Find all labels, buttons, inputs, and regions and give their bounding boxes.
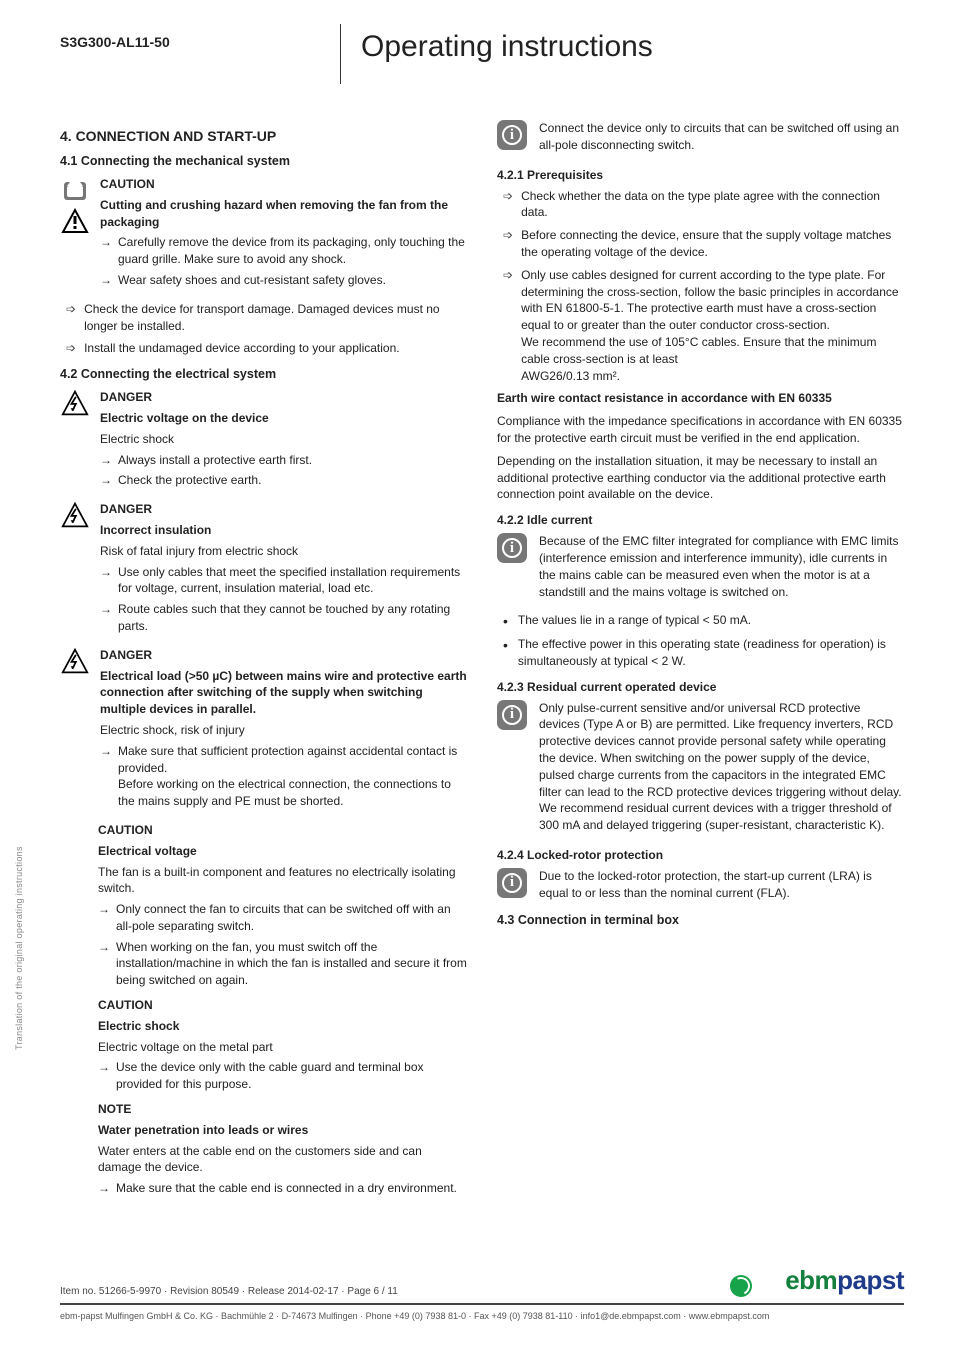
- page-header: S3G300-AL11-50 Operating instructions: [60, 30, 904, 84]
- section-4-title: 4. CONNECTION AND START-UP: [60, 128, 467, 144]
- step-text: Install the undamaged device according t…: [84, 340, 400, 357]
- note-heading: NOTE: [98, 1101, 467, 1118]
- note-block-water: NOTE Water penetration into leads or wir…: [98, 1101, 467, 1197]
- post-caution-steps: Check the device for transport damage. D…: [60, 301, 467, 357]
- page-footer: Item no. 51266-5-9970 · Revision 80549 ·…: [60, 1265, 904, 1321]
- caution-title: Cutting and crushing hazard when removin…: [100, 197, 467, 231]
- caution-title: Electrical voltage: [98, 843, 467, 860]
- lightning-icon: [61, 647, 89, 675]
- info-icon: i: [497, 533, 527, 563]
- bullet-item: The effective power in this operating st…: [518, 636, 904, 670]
- note-title: Water penetration into leads or wires: [98, 1122, 467, 1139]
- danger-block-voltage: DANGER Electric voltage on the device El…: [60, 389, 467, 493]
- brand-logo: ebmpapst: [785, 1265, 904, 1295]
- lightning-icon: [61, 389, 89, 417]
- lightning-icon: [61, 501, 89, 529]
- caution-block-shock: CAUTION Electric shock Electric voltage …: [98, 997, 467, 1093]
- danger-item-cont: Before working on the electrical connect…: [118, 777, 451, 808]
- section-422-title: 4.2.2 Idle current: [497, 513, 904, 527]
- info-block-connect: i Connect the device only to circuits th…: [497, 120, 904, 158]
- prereq-item: Check whether the data on the type plate…: [521, 188, 904, 222]
- package-icon: [61, 176, 89, 204]
- warning-icon: [61, 208, 89, 236]
- info-block-rcd: i Only pulse-current sensitive and/or un…: [497, 700, 904, 838]
- prereq-item: Only use cables designed for current acc…: [521, 268, 899, 332]
- left-column: 4. CONNECTION AND START-UP 4.1 Connectin…: [60, 120, 467, 1205]
- info-text: Due to the locked-rotor protection, the …: [539, 868, 904, 902]
- section-42-title: 4.2 Connecting the electrical system: [60, 367, 467, 381]
- danger-heading: DANGER: [100, 389, 467, 406]
- caution-title: Electric shock: [98, 1018, 467, 1035]
- greentech-icon: [730, 1275, 752, 1297]
- caution-block-packaging: CAUTION Cutting and crushing hazard when…: [60, 176, 467, 293]
- danger-item: Check the protective earth.: [118, 472, 261, 489]
- info-icon: i: [497, 868, 527, 898]
- danger-sub: Electric shock: [100, 431, 467, 448]
- prereq-item-cont: We recommend the use of 105°C cables. En…: [521, 335, 876, 366]
- section-421-title: 4.2.1 Prerequisites: [497, 168, 904, 182]
- info-text: Only pulse-current sensitive and/or univ…: [539, 700, 904, 834]
- bullet-item: The values lie in a range of typical < 5…: [518, 612, 751, 632]
- part-number: S3G300-AL11-50: [60, 30, 340, 50]
- danger-item: Make sure that sufficient protection aga…: [118, 744, 457, 775]
- footer-brand-area: ebmpapst: [730, 1265, 904, 1297]
- side-caption: Translation of the original operating in…: [14, 846, 24, 1050]
- danger-sub: Risk of fatal injury from electric shock: [100, 543, 467, 560]
- step-text: Check the device for transport damage. D…: [84, 301, 467, 335]
- idle-bullets: The values lie in a range of typical < 5…: [497, 612, 904, 669]
- info-block-locked: i Due to the locked-rotor protection, th…: [497, 868, 904, 906]
- info-text: Connect the device only to circuits that…: [539, 120, 904, 154]
- info-block-idle: i Because of the EMC filter integrated f…: [497, 533, 904, 604]
- caution-item: Wear safety shoes and cut-resistant safe…: [118, 272, 386, 289]
- caution-item: Use the device only with the cable guard…: [116, 1059, 467, 1093]
- danger-sub: Electric shock, risk of injury: [100, 722, 467, 739]
- caution-block-voltage: CAUTION Electrical voltage The fan is a …: [98, 822, 467, 989]
- info-text: Because of the EMC filter integrated for…: [539, 533, 904, 600]
- danger-item: Use only cables that meet the specified …: [118, 564, 467, 598]
- footer-item-info: Item no. 51266-5-9970 · Revision 80549 ·…: [60, 1286, 398, 1297]
- danger-block-load: DANGER Electrical load (>50 µC) between …: [60, 647, 467, 814]
- section-424-title: 4.2.4 Locked-rotor protection: [497, 848, 904, 862]
- caution-heading: CAUTION: [98, 997, 467, 1014]
- page-title: Operating instructions: [361, 30, 653, 64]
- info-icon: i: [497, 700, 527, 730]
- danger-block-insulation: DANGER Incorrect insulation Risk of fata…: [60, 501, 467, 639]
- section-41-title: 4.1 Connecting the mechanical system: [60, 154, 467, 168]
- danger-item: Always install a protective earth first.: [118, 452, 312, 469]
- note-item: Make sure that the cable end is connecte…: [116, 1180, 457, 1197]
- caution-sub: The fan is a built-in component and feat…: [98, 864, 467, 898]
- prereq-list: Check whether the data on the type plate…: [497, 188, 904, 385]
- caution-item: Only connect the fan to circuits that ca…: [116, 901, 467, 935]
- note-sub: Water enters at the cable end on the cus…: [98, 1143, 467, 1177]
- caution-heading: CAUTION: [98, 822, 467, 839]
- section-43-title: 4.3 Connection in terminal box: [497, 913, 904, 927]
- right-column: i Connect the device only to circuits th…: [497, 120, 904, 1205]
- footer-address: ebm-papst Mulfingen GmbH & Co. KG · Bach…: [60, 1311, 904, 1321]
- danger-heading: DANGER: [100, 501, 467, 518]
- earth-p1: Compliance with the impedance specificat…: [497, 413, 904, 447]
- earth-p2: Depending on the installation situation,…: [497, 453, 904, 503]
- prereq-item: Before connecting the device, ensure tha…: [521, 227, 904, 261]
- danger-heading: DANGER: [100, 647, 467, 664]
- danger-title: Electrical load (>50 µC) between mains w…: [100, 668, 467, 718]
- caution-item: When working on the fan, you must switch…: [116, 939, 467, 989]
- earth-heading: Earth wire contact resistance in accorda…: [497, 390, 904, 407]
- danger-title: Electric voltage on the device: [100, 410, 467, 427]
- section-423-title: 4.2.3 Residual current operated device: [497, 680, 904, 694]
- content-columns: 4. CONNECTION AND START-UP 4.1 Connectin…: [60, 120, 904, 1205]
- caution-heading: CAUTION: [100, 176, 467, 193]
- danger-item: Route cables such that they cannot be to…: [118, 601, 467, 635]
- caution-item: Carefully remove the device from its pac…: [118, 234, 467, 268]
- prereq-item-cont: AWG26/0.13 mm².: [521, 369, 620, 383]
- caution-sub: Electric voltage on the metal part: [98, 1039, 467, 1056]
- danger-title: Incorrect insulation: [100, 522, 467, 539]
- info-icon: i: [497, 120, 527, 150]
- header-divider: [340, 24, 341, 84]
